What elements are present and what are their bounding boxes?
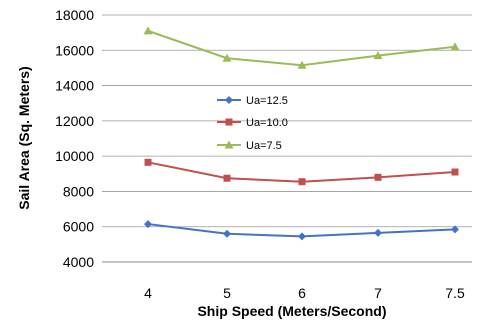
- data-point: [374, 228, 382, 237]
- legend: Ua=12.5 Ua=10.0 Ua=7.5: [217, 95, 288, 152]
- data-point: [297, 60, 307, 69]
- data-point: [143, 26, 153, 35]
- data-point: [298, 232, 306, 241]
- x-tick-label: 6: [298, 285, 306, 301]
- y-tick-labels: 4000 6000 8000 10000 12000 14000 16000 18000: [55, 7, 94, 270]
- data-point: [374, 173, 382, 181]
- y-tick-label: 8000: [63, 183, 94, 199]
- data-point: [225, 118, 233, 126]
- y-tick-label: 12000: [55, 113, 94, 129]
- y-tick-label: 10000: [55, 148, 94, 164]
- x-tick-label: 4: [144, 285, 152, 301]
- data-point: [144, 158, 152, 166]
- y-axis-title: Sail Area (Sq. Meters): [16, 66, 32, 209]
- legend-item: Ua=7.5: [217, 140, 282, 152]
- data-point: [451, 225, 459, 234]
- data-point: [223, 229, 231, 238]
- x-tick-label: 7: [374, 285, 382, 301]
- series-Ua=7.5: [143, 26, 460, 69]
- data-point: [373, 51, 383, 60]
- series-line: [147, 29, 456, 67]
- series-Ua=10.0: [144, 158, 459, 186]
- data-point: [298, 178, 306, 186]
- x-tick-label: 5: [223, 285, 231, 301]
- series-group: [143, 26, 460, 241]
- legend-label: Ua=12.5: [246, 95, 288, 107]
- legend-label: Ua=10.0: [246, 117, 288, 129]
- x-tick-label: 7.5: [445, 285, 465, 301]
- gridlines: [102, 14, 472, 228]
- y-tick-label: 6000: [63, 219, 94, 235]
- y-tick-label: 4000: [63, 254, 94, 270]
- y-tick-label: 16000: [55, 42, 94, 58]
- y-tick-label: 14000: [55, 78, 94, 94]
- data-point: [224, 140, 234, 149]
- legend-label: Ua=7.5: [246, 140, 282, 152]
- data-point: [225, 96, 233, 104]
- data-point: [450, 42, 460, 51]
- series-Ua=12.5: [144, 220, 459, 241]
- legend-item: Ua=10.0: [217, 117, 288, 129]
- x-tick-labels: 4 5 6 7 7.5: [144, 285, 465, 301]
- data-point: [223, 174, 231, 182]
- data-point: [222, 53, 232, 62]
- legend-item: Ua=12.5: [217, 95, 288, 107]
- data-point: [451, 168, 459, 176]
- y-tick-label: 18000: [55, 7, 94, 23]
- x-axis-title: Ship Speed (Meters/Second): [197, 303, 386, 319]
- data-point: [144, 220, 152, 229]
